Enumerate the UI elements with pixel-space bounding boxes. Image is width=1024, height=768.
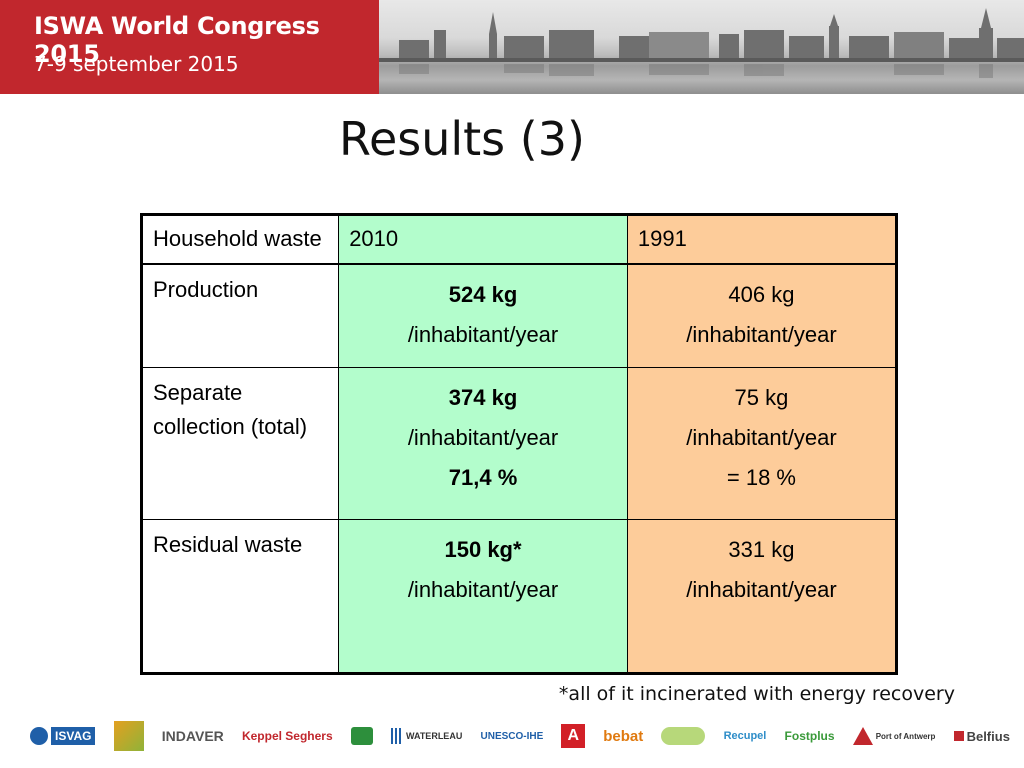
port-of-antwerp-logo: Port of Antwerp	[852, 727, 936, 745]
value-unit: /inhabitant/year	[686, 577, 837, 603]
cell-residual-waste-1991: 331 kg /inhabitant/year	[626, 519, 898, 674]
row-label-line: collection (total)	[153, 413, 308, 439]
fostplus-logo-text: Fostplus	[784, 729, 835, 743]
header-cell-1991: 1991	[626, 213, 898, 265]
row-label-separate-collection: Separate collection (total)	[140, 366, 340, 521]
bebat-logo: bebat	[603, 728, 643, 745]
keppel-seghers-logo-text: Keppel Seghers	[241, 729, 333, 743]
waterleau-icon	[390, 728, 403, 744]
table-row-production: Production 524 kg /inhabitant/year 406 k…	[140, 263, 898, 368]
value-unit: /inhabitant/year	[407, 424, 559, 450]
port-triangle-icon	[852, 727, 873, 745]
skyline-illustration	[379, 8, 1024, 78]
antwerp-a-logo-text: A	[561, 724, 586, 748]
city-skyline-photo	[379, 0, 1024, 94]
leaf-icon	[661, 727, 706, 745]
cell-production-1991: 406 kg /inhabitant/year	[626, 263, 898, 368]
belfius-square-icon	[953, 731, 964, 741]
waterleau-logo: WATERLEAU	[390, 728, 463, 744]
row-label-residual-waste: Residual waste	[140, 519, 340, 674]
table-row-residual-waste: Residual waste 150 kg* /inhabitant/year …	[140, 519, 898, 674]
table-row-separate-collection: Separate collection (total) 374 kg /inha…	[140, 366, 898, 521]
bebat-logo-text: bebat	[603, 727, 644, 745]
value-percent: = 18 %	[726, 464, 796, 490]
isvag-logo: ISVAG	[30, 727, 96, 745]
slide-title: Results (3)	[339, 112, 585, 166]
header-cell-household-waste: Household waste	[140, 213, 340, 265]
cell-separate-collection-1991: 75 kg /inhabitant/year = 18 %	[626, 366, 898, 521]
fostplus-logo: Fostplus	[785, 729, 835, 743]
keppel-seghers-logo: Keppel Seghers	[242, 729, 333, 743]
event-dates: 7-9 september 2015	[34, 52, 239, 76]
sponsor-logo-strip: ISVAG INDAVER Keppel Seghers WATERLEAU U…	[30, 714, 1010, 758]
cell-residual-waste-2010: 150 kg* /inhabitant/year	[338, 519, 628, 674]
cell-production-2010: 524 kg /inhabitant/year	[338, 263, 628, 368]
value-unit: /inhabitant/year	[407, 321, 559, 347]
waterleau-logo-text: WATERLEAU	[405, 731, 463, 741]
value-amount: 524 kg	[448, 281, 518, 307]
results-table: Household waste 2010 1991 Production 524…	[140, 213, 898, 675]
event-title-block: ISWA World Congress 2015 7-9 september 2…	[0, 0, 379, 94]
value-amount: 331 kg	[728, 537, 795, 563]
value-percent: 71,4 %	[448, 464, 518, 490]
ovam-mark-icon	[350, 727, 373, 745]
waste-art-icon	[113, 721, 144, 751]
unesco-ihe-logo: UNESCO-IHE	[481, 731, 544, 742]
indaver-logo-text: INDAVER	[161, 728, 224, 744]
cell-separate-collection-2010: 374 kg /inhabitant/year 71,4 %	[338, 366, 628, 521]
port-of-antwerp-logo-text: Port of Antwerp	[875, 731, 936, 741]
table-header-row: Household waste 2010 1991	[140, 213, 898, 265]
recupel-logo-text: Recupel	[723, 730, 767, 742]
belfius-logo: Belfius	[953, 728, 1010, 744]
unesco-ihe-logo-text: UNESCO-IHE	[480, 730, 544, 742]
value-unit: /inhabitant/year	[407, 577, 559, 603]
isvag-logo-text: ISVAG	[51, 727, 96, 745]
waste-art-logo	[113, 721, 144, 751]
header-cell-2010: 2010	[338, 213, 628, 265]
value-amount: 406 kg	[728, 281, 795, 307]
antwerp-a-logo: A	[561, 724, 586, 748]
isvag-emblem-icon	[30, 727, 48, 745]
recupel-logo: Recupel	[724, 730, 767, 742]
value-amount: 75 kg	[734, 384, 789, 410]
value-unit: /inhabitant/year	[686, 321, 837, 347]
footnote: *all of it incinerated with energy recov…	[558, 683, 955, 705]
belfius-logo-text: Belfius	[966, 728, 1010, 744]
green-campaign-logo	[661, 727, 706, 745]
value-amount: 150 kg*	[444, 537, 522, 563]
row-label-production: Production	[140, 263, 340, 368]
value-unit: /inhabitant/year	[686, 424, 837, 450]
row-label-line: Separate	[153, 379, 243, 405]
event-title: ISWA World Congress 2015	[34, 12, 320, 68]
header-banner: ISWA World Congress 2015 7-9 september 2…	[0, 0, 1024, 94]
ovam-logo	[350, 727, 373, 745]
indaver-logo: INDAVER	[162, 728, 224, 744]
value-amount: 374 kg	[448, 384, 518, 410]
